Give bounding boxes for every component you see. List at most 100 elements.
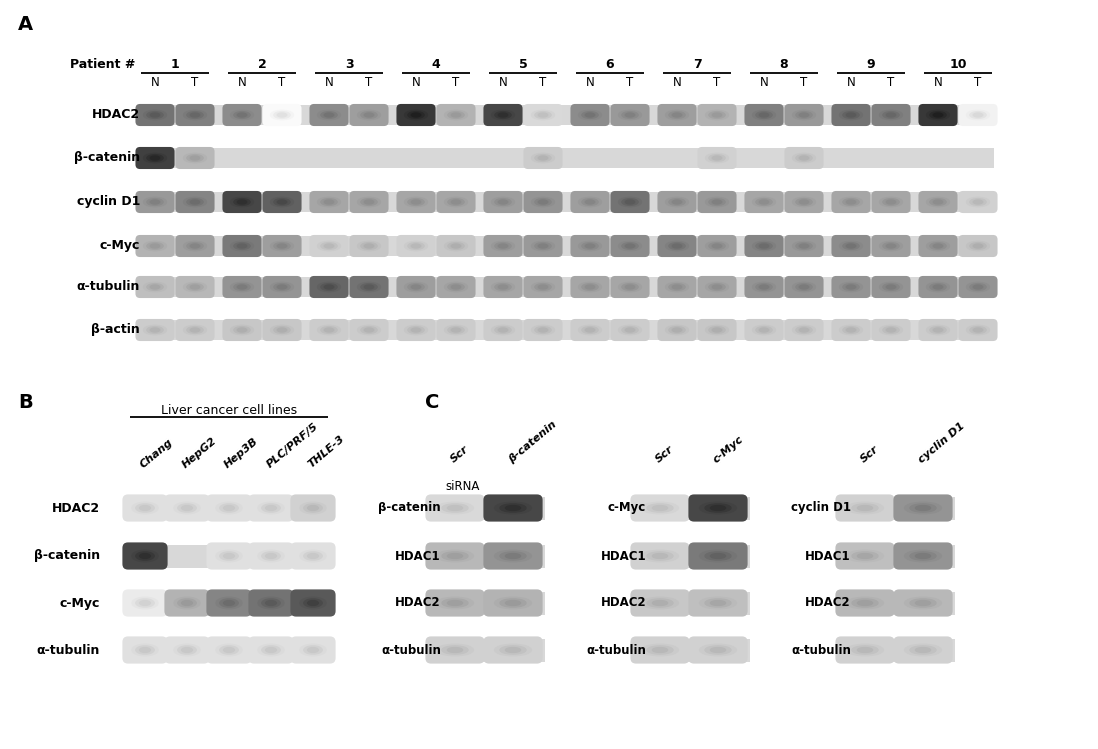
- Text: c-Myc: c-Myc: [59, 596, 100, 610]
- Ellipse shape: [300, 503, 326, 514]
- FancyBboxPatch shape: [959, 235, 998, 257]
- Ellipse shape: [317, 325, 340, 335]
- Ellipse shape: [187, 327, 203, 333]
- FancyBboxPatch shape: [784, 319, 824, 341]
- Ellipse shape: [365, 285, 373, 289]
- Ellipse shape: [840, 325, 862, 335]
- Ellipse shape: [538, 285, 548, 289]
- FancyBboxPatch shape: [610, 276, 650, 298]
- Ellipse shape: [699, 503, 737, 514]
- Bar: [853, 545, 955, 568]
- Ellipse shape: [535, 112, 551, 118]
- Ellipse shape: [930, 327, 946, 333]
- Ellipse shape: [535, 198, 551, 205]
- Ellipse shape: [358, 282, 381, 291]
- Ellipse shape: [582, 112, 598, 118]
- Ellipse shape: [799, 200, 809, 204]
- FancyBboxPatch shape: [524, 147, 562, 169]
- Ellipse shape: [147, 243, 164, 249]
- Ellipse shape: [858, 648, 873, 652]
- FancyBboxPatch shape: [349, 235, 389, 257]
- Ellipse shape: [713, 244, 721, 248]
- Ellipse shape: [625, 244, 635, 248]
- Text: HepG2: HepG2: [180, 436, 219, 470]
- Ellipse shape: [132, 503, 158, 514]
- Ellipse shape: [966, 325, 989, 335]
- Ellipse shape: [361, 198, 377, 205]
- Ellipse shape: [144, 154, 167, 163]
- Ellipse shape: [579, 325, 602, 335]
- FancyBboxPatch shape: [571, 319, 609, 341]
- Ellipse shape: [883, 327, 899, 333]
- Ellipse shape: [672, 328, 682, 332]
- Text: Chang: Chang: [138, 437, 176, 470]
- Ellipse shape: [847, 244, 855, 248]
- Ellipse shape: [231, 197, 254, 207]
- Ellipse shape: [258, 597, 284, 609]
- FancyBboxPatch shape: [524, 191, 562, 213]
- Ellipse shape: [216, 503, 242, 514]
- Ellipse shape: [173, 503, 200, 514]
- Ellipse shape: [437, 597, 473, 609]
- Text: N: N: [673, 76, 682, 89]
- Ellipse shape: [799, 285, 809, 289]
- Text: THLE-3: THLE-3: [306, 434, 347, 470]
- Ellipse shape: [799, 328, 809, 332]
- Ellipse shape: [307, 648, 318, 652]
- Ellipse shape: [187, 155, 203, 161]
- Ellipse shape: [324, 113, 334, 117]
- Ellipse shape: [973, 244, 983, 248]
- Ellipse shape: [713, 156, 721, 160]
- FancyBboxPatch shape: [483, 494, 542, 521]
- FancyBboxPatch shape: [262, 104, 302, 126]
- Ellipse shape: [451, 244, 461, 248]
- Text: PLC/PRF/5: PLC/PRF/5: [265, 422, 320, 470]
- Text: N: N: [847, 76, 855, 89]
- FancyBboxPatch shape: [396, 319, 436, 341]
- Text: T: T: [626, 76, 634, 89]
- Ellipse shape: [187, 284, 203, 291]
- Ellipse shape: [358, 241, 381, 251]
- Ellipse shape: [404, 197, 427, 207]
- FancyBboxPatch shape: [524, 319, 562, 341]
- Ellipse shape: [324, 200, 334, 204]
- FancyBboxPatch shape: [290, 542, 336, 569]
- Ellipse shape: [706, 282, 728, 291]
- FancyBboxPatch shape: [658, 104, 696, 126]
- Ellipse shape: [647, 599, 673, 607]
- Ellipse shape: [261, 504, 280, 512]
- Ellipse shape: [705, 504, 731, 512]
- Ellipse shape: [451, 113, 461, 117]
- Text: HDAC2: HDAC2: [601, 596, 646, 610]
- Ellipse shape: [494, 644, 531, 656]
- FancyBboxPatch shape: [918, 191, 957, 213]
- Ellipse shape: [495, 243, 511, 249]
- Ellipse shape: [618, 282, 641, 291]
- FancyBboxPatch shape: [630, 589, 690, 616]
- Ellipse shape: [321, 112, 337, 118]
- FancyBboxPatch shape: [396, 104, 436, 126]
- Ellipse shape: [970, 327, 986, 333]
- Ellipse shape: [237, 200, 247, 204]
- Ellipse shape: [905, 551, 941, 562]
- FancyBboxPatch shape: [310, 191, 348, 213]
- Ellipse shape: [847, 551, 884, 562]
- FancyBboxPatch shape: [248, 589, 293, 616]
- Ellipse shape: [224, 601, 234, 605]
- Ellipse shape: [231, 282, 254, 291]
- FancyBboxPatch shape: [310, 276, 348, 298]
- Ellipse shape: [270, 282, 293, 291]
- Ellipse shape: [858, 554, 873, 559]
- FancyBboxPatch shape: [571, 191, 609, 213]
- FancyBboxPatch shape: [206, 494, 251, 521]
- FancyBboxPatch shape: [436, 276, 475, 298]
- Text: C: C: [425, 393, 439, 412]
- Ellipse shape: [220, 599, 238, 607]
- Ellipse shape: [852, 552, 878, 560]
- Ellipse shape: [852, 646, 878, 654]
- Ellipse shape: [755, 327, 772, 333]
- FancyBboxPatch shape: [836, 589, 895, 616]
- Ellipse shape: [144, 325, 167, 335]
- Ellipse shape: [927, 241, 950, 251]
- Ellipse shape: [266, 601, 277, 605]
